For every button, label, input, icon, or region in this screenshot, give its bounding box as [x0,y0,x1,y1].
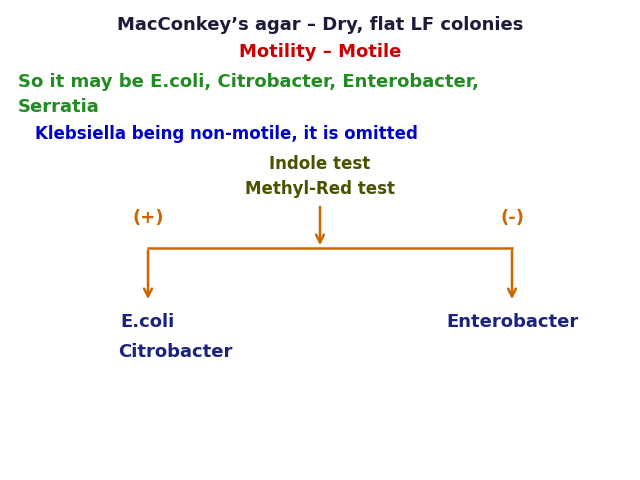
Text: Citrobacter: Citrobacter [118,343,232,361]
Text: E.coli: E.coli [121,313,175,331]
Text: MacConkey’s agar – Dry, flat LF colonies: MacConkey’s agar – Dry, flat LF colonies [117,16,523,34]
Text: Serratia: Serratia [18,98,100,116]
Text: Enterobacter: Enterobacter [446,313,578,331]
Text: Indole test: Indole test [269,155,371,173]
Text: (+): (+) [132,209,164,227]
Text: Methyl-Red test: Methyl-Red test [245,180,395,198]
Text: (-): (-) [500,209,524,227]
Text: So it may be E.coli, Citrobacter, Enterobacter,: So it may be E.coli, Citrobacter, Entero… [18,73,479,91]
Text: Klebsiella being non-motile, it is omitted: Klebsiella being non-motile, it is omitt… [35,125,418,143]
Text: Motility – Motile: Motility – Motile [239,43,401,61]
